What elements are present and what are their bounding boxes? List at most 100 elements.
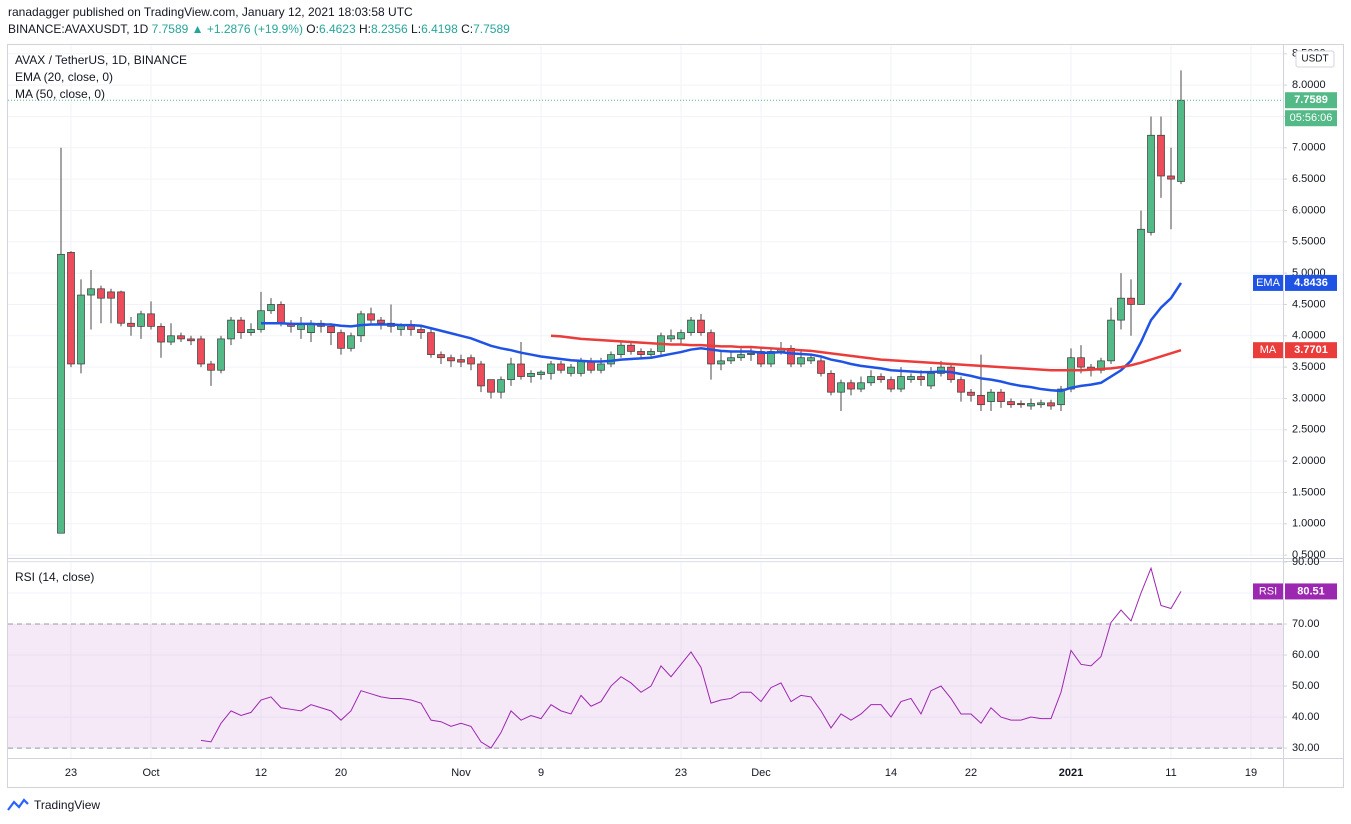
value-box-label: 80.51 [1297, 585, 1325, 597]
candle-body [197, 338, 205, 365]
rsi-band [8, 624, 1283, 749]
candle-body [67, 252, 75, 365]
value-box [1285, 583, 1337, 600]
value-box-label: 3.7701 [1294, 344, 1328, 356]
x-tick-label: 19 [1245, 767, 1257, 779]
candle-body [1037, 402, 1045, 406]
candle-body [697, 319, 705, 333]
candle-body [1157, 134, 1165, 177]
x-tick-label: 23 [65, 767, 77, 779]
candle-body [1147, 134, 1155, 233]
y-tick-label: 6.0000 [1292, 204, 1326, 216]
x-tick-label: 12 [255, 767, 267, 779]
candle-body [117, 291, 125, 324]
candle-body [767, 351, 775, 365]
y-tick-label: 5.5000 [1292, 236, 1326, 248]
series-tag [1253, 274, 1283, 291]
candle-body [917, 376, 925, 380]
candle-body [437, 354, 445, 359]
countdown-box [1285, 110, 1337, 127]
ohlc-value: 6.4198 [421, 22, 458, 36]
candle-body [127, 322, 135, 327]
symbol: BINANCE:AVAXUSDT, 1D [8, 22, 149, 36]
y-tick-label: 4.5000 [1292, 298, 1326, 310]
candle-body [567, 366, 575, 374]
ohlc-label: H: [359, 22, 371, 36]
candle-body [517, 363, 525, 377]
candle-body [277, 304, 285, 324]
y-tick-label: 2.0000 [1292, 455, 1326, 467]
candle-body [747, 352, 755, 355]
candle-body [1027, 403, 1035, 407]
rsi-pane [8, 566, 1283, 749]
candle-body [727, 357, 735, 362]
candle-body [297, 324, 305, 330]
value-box-label: 4.8436 [1294, 277, 1328, 289]
series-tag-label: RSI [1259, 585, 1277, 597]
candle-body [1137, 228, 1145, 305]
candle-body [347, 335, 355, 349]
axes: 23 Oct 12 20 Nov 9 23 Dec 14 22 2021 11 19 0.5000 1.00… [65, 48, 1326, 779]
series-tag-label: EMA [1256, 277, 1281, 289]
candle-body [857, 382, 865, 390]
candle-body [167, 335, 175, 343]
y-tick-label: 60.00 [1292, 649, 1320, 661]
candle-body [677, 332, 685, 340]
change: ▲ +1.2876 (+19.9%) [191, 22, 303, 36]
candle-body [1007, 401, 1015, 406]
candle-body [957, 379, 965, 393]
author-line: ranadagger published on TradingView.com,… [8, 5, 413, 19]
x-tick-label: 20 [335, 767, 347, 779]
candle-body [637, 351, 645, 355]
candle-body [237, 319, 245, 333]
unit-box [1295, 50, 1335, 68]
candle-body [1077, 357, 1085, 368]
candle-body [907, 376, 915, 380]
candle-body [647, 351, 655, 355]
footer-logo: TradingView [7, 798, 100, 812]
last-price: 7.7589 [151, 22, 189, 36]
candle-body [187, 338, 195, 342]
value-box [1285, 342, 1337, 359]
value-box [1285, 92, 1337, 109]
candle-body [87, 288, 95, 296]
candle-body [367, 313, 375, 321]
x-tick-label: Oct [142, 767, 159, 779]
candle-body [887, 379, 895, 390]
candle-body [977, 394, 985, 406]
candle-body [137, 313, 145, 327]
symbol-line: BINANCE:AVAXUSDT, 1D 7.7589 ▲ +1.2876 (+… [8, 22, 510, 36]
candle-body [1177, 99, 1185, 182]
candle-body [547, 363, 555, 374]
x-tick-label: Nov [451, 767, 471, 779]
candle-body [377, 319, 385, 324]
candle-body [1067, 357, 1075, 390]
ohlc-value: 8.2356 [371, 22, 408, 36]
y-tick-label: 3.5000 [1292, 361, 1326, 373]
candle-body [157, 326, 165, 343]
y-tick-label: 3.0000 [1292, 392, 1326, 404]
candle-body [447, 357, 455, 362]
candle-body [427, 332, 435, 355]
series-tag-label: MA [1260, 344, 1277, 356]
candle-body [487, 379, 495, 393]
candle-body [527, 373, 535, 377]
candle-body [1017, 403, 1025, 406]
candle-body [1097, 360, 1105, 371]
candle-body [217, 338, 225, 371]
y-tick-label: 1.5000 [1292, 486, 1326, 498]
unit-label: USDT [1301, 54, 1328, 65]
overlays: 7.7589 05:56:06 USDT EMA (20, close, 0) MA (… [15, 50, 1337, 600]
y-tick-label: 8.0000 [1292, 79, 1326, 91]
y-tick-label: 4.0000 [1292, 330, 1326, 342]
candle-body [1057, 388, 1065, 406]
candle-body [797, 357, 805, 365]
candle-body [687, 319, 695, 333]
x-tick-label: 23 [675, 767, 687, 779]
series-tag [1253, 583, 1283, 600]
series-line [261, 282, 1183, 393]
y-tick-label: 70.00 [1292, 618, 1320, 630]
y-tick-label: 2.5000 [1292, 424, 1326, 436]
candle-body [207, 363, 215, 371]
